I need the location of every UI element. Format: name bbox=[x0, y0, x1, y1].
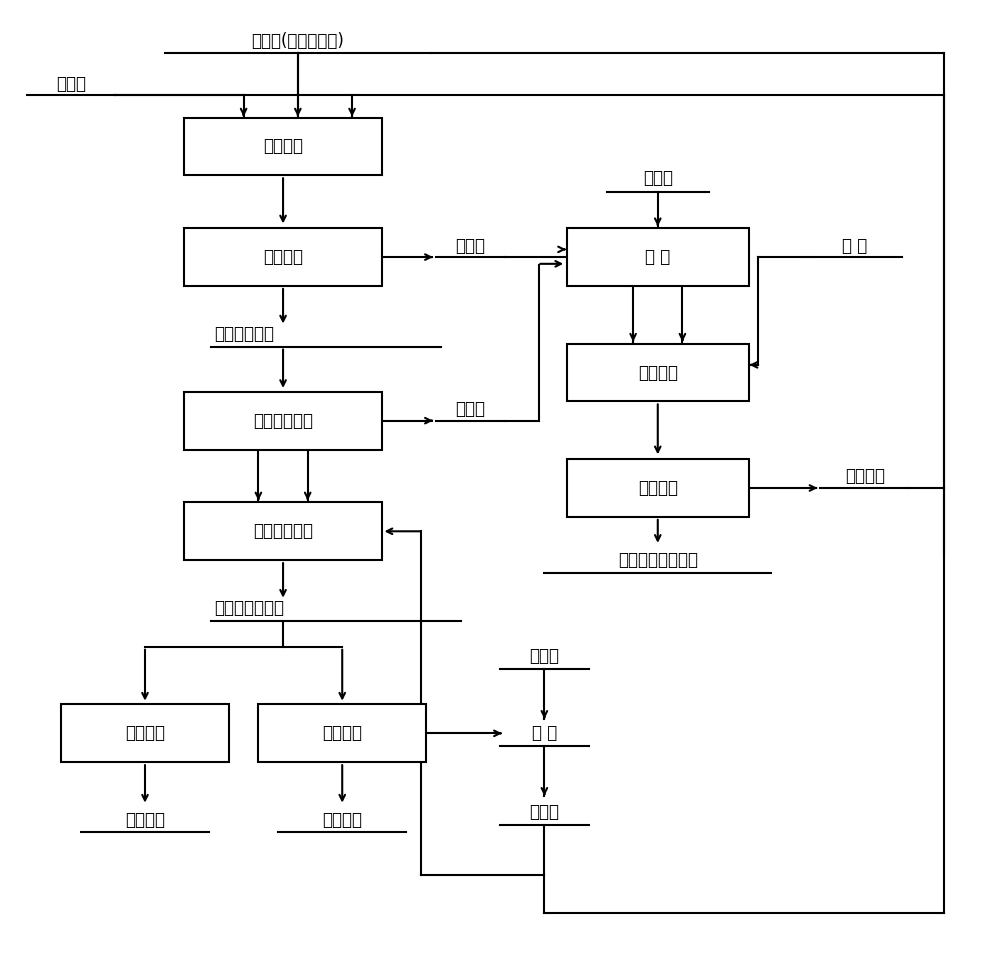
Text: 二级浸出: 二级浸出 bbox=[638, 363, 678, 382]
Text: 冷却结晶: 冷却结晶 bbox=[125, 724, 165, 743]
Text: 液 氧: 液 氧 bbox=[842, 236, 868, 255]
Text: 交后液: 交后液 bbox=[455, 400, 485, 418]
Text: 蔓发结晶: 蔓发结晶 bbox=[322, 724, 362, 743]
Text: 浸出剂: 浸出剂 bbox=[529, 647, 559, 666]
Bar bbox=[184, 117, 382, 176]
Text: 钼焙砂(钼二次资源): 钼焙砂(钼二次资源) bbox=[251, 31, 344, 50]
Text: 精制钼酸铵溶液: 精制钼酸铵溶液 bbox=[214, 599, 284, 617]
Bar bbox=[184, 228, 382, 286]
Text: 一级浸出: 一级浸出 bbox=[263, 138, 303, 155]
Text: 粗钼酸钠溶液: 粗钼酸钠溶液 bbox=[214, 325, 274, 343]
Text: 二级渣（硅灰石）: 二级渣（硅灰石） bbox=[618, 551, 698, 569]
Text: 离子交换吸附: 离子交换吸附 bbox=[253, 412, 313, 429]
Text: 七钼酸铵: 七钼酸铵 bbox=[125, 811, 165, 829]
Text: 调 浆: 调 浆 bbox=[645, 248, 670, 266]
Text: 氨 水: 氨 水 bbox=[532, 724, 557, 743]
Text: 解析剂: 解析剂 bbox=[529, 803, 559, 821]
Bar bbox=[184, 391, 382, 450]
Bar bbox=[567, 344, 749, 401]
Bar bbox=[184, 503, 382, 560]
Text: 二级压滤: 二级压滤 bbox=[638, 479, 678, 497]
Text: 一级压滤: 一级压滤 bbox=[263, 248, 303, 266]
Bar bbox=[567, 459, 749, 517]
Text: 浸出剂: 浸出剂 bbox=[56, 75, 86, 93]
Text: 二钼酸铵: 二钼酸铵 bbox=[322, 811, 362, 829]
Bar bbox=[61, 705, 229, 762]
Text: 离子交换解析: 离子交换解析 bbox=[253, 522, 313, 541]
Bar bbox=[567, 228, 749, 286]
Text: 浸出剂: 浸出剂 bbox=[643, 169, 673, 187]
Text: 一级渣: 一级渣 bbox=[455, 236, 485, 255]
Text: 二级滤液: 二级滤液 bbox=[845, 468, 885, 485]
Bar bbox=[258, 705, 426, 762]
